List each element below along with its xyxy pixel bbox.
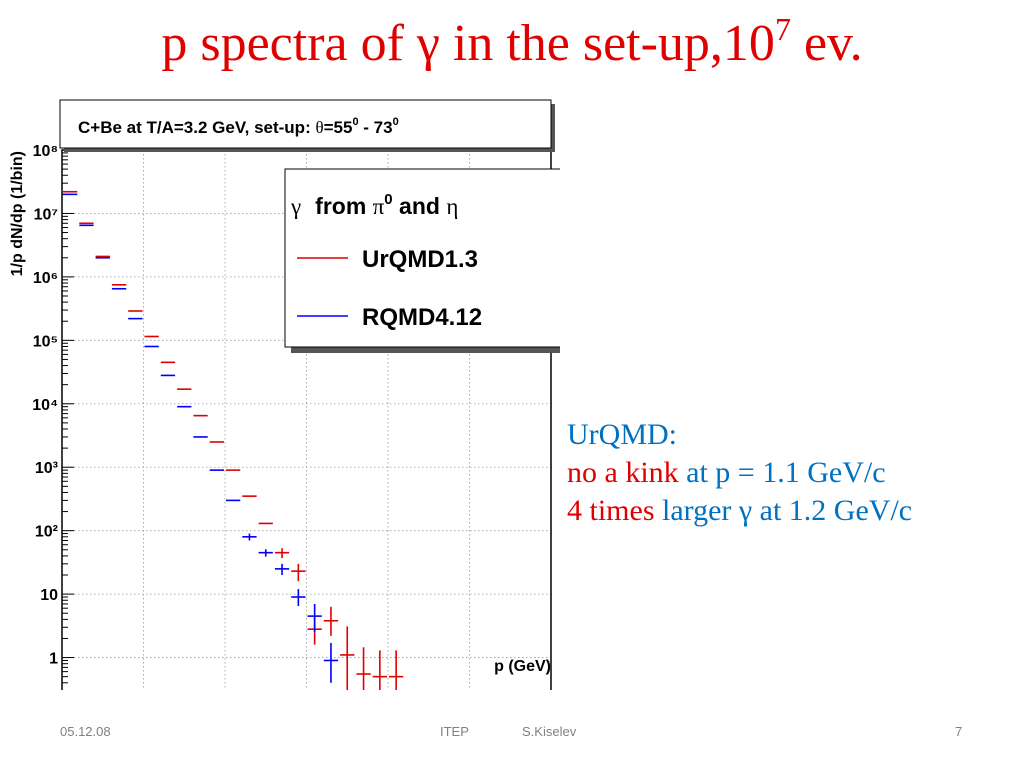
annotation-kink-detail: at p = 1.1 GeV/c <box>678 456 886 489</box>
annotation-line-1: UrQMD: <box>567 418 677 451</box>
annotation-text: UrQMD: no a kink at p = 1.1 GeV/c 4 time… <box>567 416 912 530</box>
slide-title-main: p spectra of γ in the set-up,10 <box>161 15 775 72</box>
y-tick-label: 10 <box>40 587 58 604</box>
legend-header: γ from π0 and η <box>290 191 458 219</box>
annotation-line-2: no a kink at p = 1.1 GeV/c <box>567 454 912 492</box>
footer-date: 05.12.08 <box>60 724 111 739</box>
annotation-kink: no a kink <box>567 456 679 489</box>
y-tick-label: 10⁸ <box>33 143 58 160</box>
legend-entry-urqmd: UrQMD1.3 <box>362 246 478 273</box>
chart-svg: 00.511.522.53 10⁻¹11010²10³10⁴10⁵10⁶10⁷1… <box>9 99 597 742</box>
y-tick-labels: 10⁻¹11010²10³10⁴10⁵10⁶10⁷10⁸ <box>26 143 58 731</box>
y-tick-label: 10³ <box>35 460 58 477</box>
chart-title-box: C+Be at T/A=3.2 GeV, set-up: θ=550 - 730 <box>59 99 555 152</box>
footer-author: S.Kiselev <box>522 724 577 739</box>
chart-title: C+Be at T/A=3.2 GeV, set-up: θ=550 - 730 <box>78 116 399 137</box>
footer-page: 7 <box>955 724 963 739</box>
y-tick-label: 10² <box>35 524 58 541</box>
slide-title: p spectra of γ in the set-up,107 ev. <box>0 12 1024 76</box>
legend-entry-rqmd: RQMD4.12 <box>362 304 482 331</box>
annotation-times: 4 times <box>567 494 655 527</box>
y-axis-label: 1/p dN/dp (1/bin) <box>9 151 26 276</box>
y-tick-label: 10⁷ <box>34 206 58 223</box>
series-rqmd <box>63 193 339 683</box>
slide-title-end: ev. <box>790 15 863 72</box>
y-tick-label: 1 <box>49 651 58 668</box>
footer-org: ITEP <box>440 724 469 739</box>
y-tick-label: 10⁴ <box>32 397 58 414</box>
y-tick-label: 10⁶ <box>33 270 58 287</box>
annotation-line-3: 4 times larger γ at 1.2 GeV/c <box>567 492 912 530</box>
slide-title-superscript: 7 <box>774 11 791 47</box>
annotation-times-detail: larger γ at 1.2 GeV/c <box>654 494 913 527</box>
spectrum-plot: 00.511.522.53 10⁻¹11010²10³10⁴10⁵10⁶10⁷1… <box>0 90 597 742</box>
x-axis-label: p (GeV) <box>494 658 551 675</box>
legend-box: γ from π0 and η UrQMD1.3 RQMD4.12 <box>284 168 597 353</box>
y-tick-label: 10⁵ <box>33 333 58 350</box>
